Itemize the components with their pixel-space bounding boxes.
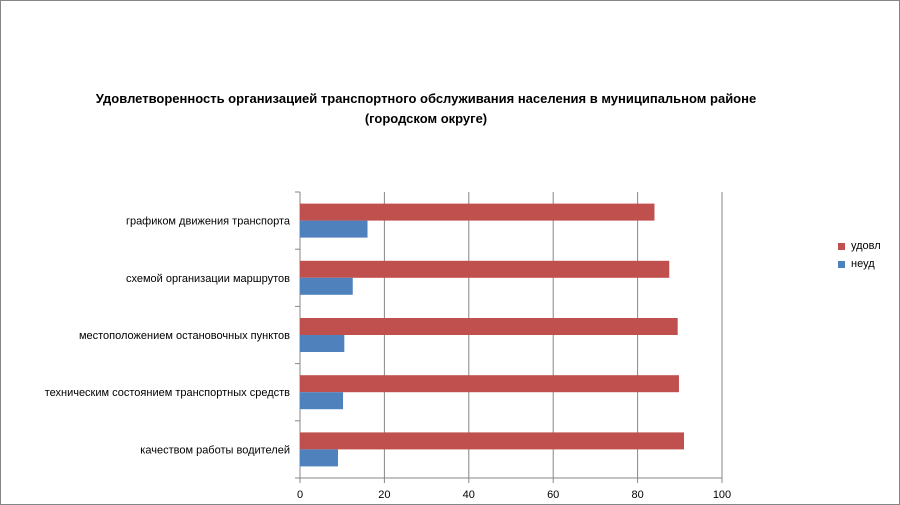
bar-udovl-1 [300, 260, 670, 278]
legend-swatch-udovl [838, 242, 845, 250]
legend-item-neud: неуд [838, 255, 881, 273]
x-tick-label-60: 60 [547, 489, 559, 501]
x-tick-label-80: 80 [631, 489, 643, 501]
chart-title-line-1: Удовлетворенность организацией транспорт… [95, 91, 757, 106]
bar-udovl-2 [300, 318, 678, 335]
bar-neud-2 [300, 335, 345, 352]
x-tick-label-20: 20 [378, 489, 390, 501]
category-label-3: техническим состоянием транспортных сред… [45, 387, 290, 399]
category-label-4: качеством работы водителей [140, 444, 290, 456]
category-label-2: местоположением остановочных пунктов [79, 330, 290, 342]
x-tick-label-0: 0 [297, 489, 303, 501]
legend-swatch-neud [838, 260, 845, 268]
x-tick-label-100: 100 [713, 489, 731, 501]
x-tick-label-40: 40 [463, 489, 475, 501]
legend-label-neud: неуд [851, 258, 875, 270]
legend: удовл неуд [838, 237, 881, 273]
category-label-1: схемой организации маршрутов [126, 273, 290, 285]
bar-udovl-0 [300, 203, 655, 221]
legend-item-udovl: удовл [838, 237, 881, 255]
bar-udovl-4 [300, 432, 685, 450]
chart-title: Удовлетворенность организацией транспорт… [61, 89, 791, 129]
chart-title-line-2: (городском округе) [364, 111, 488, 126]
bar-neud-0 [300, 220, 368, 238]
legend-label-udovl: удовл [851, 240, 881, 252]
bar-neud-1 [300, 277, 353, 295]
category-label-0: графиком движения транспорта [126, 216, 291, 228]
bar-neud-4 [300, 449, 338, 467]
bar-neud-3 [300, 392, 344, 410]
bar-udovl-3 [300, 375, 679, 393]
